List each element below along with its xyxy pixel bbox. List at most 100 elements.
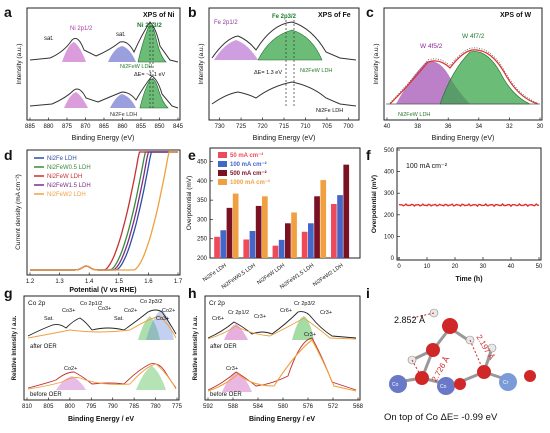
panel-c-x-ticks: 40 38 36 34 32 30: [384, 117, 544, 130]
panel-h: Cr 2p after OER before OER Cr6+ Cr 2p1/2…: [193, 295, 364, 423]
panel-h-ylabel: Relative Intensity / a.u.: [193, 315, 199, 380]
panel-a-xtick-label-8: 845: [173, 124, 184, 130]
panel-c-ylabel: Intensity (a.u.): [373, 43, 380, 84]
panel-e-legend-label-3: 1000 mA cm⁻²: [230, 179, 270, 186]
panel-d-xtick-label-1: 1.3: [55, 279, 64, 285]
panel-e-legend-swatch-1: [218, 161, 227, 167]
panel-i-atom-o-3: [454, 378, 466, 390]
panel-h-before-data: [207, 337, 357, 391]
panel-e-bar-2-3: [291, 212, 297, 258]
panel-letter-f: f: [366, 147, 371, 163]
panel-a-xtick-label-6: 855: [136, 124, 147, 130]
panel-f-frame: [396, 147, 542, 261]
panel-g-before-data: [27, 363, 177, 389]
panel-b-series-nifew-fit-green: [257, 29, 323, 61]
panel-f-x-ticks: 0 10 20 30 40 50: [397, 257, 543, 270]
panel-a-xtick-label-1: 880: [43, 124, 54, 130]
panel-e-bar-3-0: [301, 231, 308, 258]
panel-f-xtick-label-2: 20: [452, 264, 459, 270]
panel-f-ytick-label-5: 500: [384, 148, 395, 154]
panel-h-ann-cr3b: Cr3+: [320, 310, 332, 316]
panel-e-ytick-label-0: 200: [197, 256, 208, 262]
panel-e-xtick-label-2: Ni2FeW LDH: [256, 263, 286, 287]
panel-h-ann-cr32: Cr 2p3/2: [294, 301, 315, 307]
panel-e-ylabel: Overpotential (mV): [186, 176, 193, 231]
panel-f-ylabel: Overpotential (mV): [371, 175, 378, 233]
panel-c-title: XPS of W: [500, 12, 532, 19]
panel-e-bar-4-2: [343, 164, 350, 258]
panel-e-legend-label-0: 50 mA cm⁻²: [230, 152, 263, 159]
panel-e-ytick-label-3: 350: [197, 198, 208, 204]
panel-letter-c: c: [366, 4, 374, 20]
panel-e-bar-4-1: [337, 195, 343, 258]
panel-g-xtick-label-0: 810: [22, 404, 33, 410]
panel-i-hbonds: [411, 312, 485, 379]
panel-g-ann-co2b: Co2+: [162, 308, 175, 314]
panel-e-ytick-label-4: 400: [197, 179, 208, 185]
panel-a-series-label-nifew: Ni2FeW LDH: [120, 64, 152, 70]
panel-g-xtick-label-5: 785: [129, 404, 140, 410]
panel-i-atom-o-2: [477, 365, 491, 379]
panel-b-xtick-label-6: 700: [343, 124, 354, 130]
panel-c: XPS of W W 4f5/2 W 4f7/2 Ni2FeW LDH 40 38…: [373, 7, 544, 142]
panel-a-ni12-label: Ni 2p1/2: [70, 26, 93, 32]
panel-a-series-nife-fit-green: [139, 78, 169, 109]
panel-a-title: XPS of Ni: [143, 12, 175, 19]
panel-f-note: 100 mA cm⁻²: [406, 163, 448, 170]
panel-e-bar-3-1: [308, 223, 314, 258]
panel-h-xtick-label-1: 588: [228, 404, 239, 410]
panel-c-frame: [383, 7, 543, 121]
panel-b-series-label-nife: Ni2Fe LDH: [316, 108, 343, 114]
panel-e-legend-swatch-0: [218, 152, 227, 158]
panel-f-ytick-label-4: 400: [384, 170, 395, 176]
panel-h-xtick-label-4: 576: [303, 404, 314, 410]
panel-g-ann-co32: Co 2p3/2: [140, 299, 162, 305]
panel-h-xtick-label-2: 584: [253, 404, 264, 410]
panel-a-sat1-label: sat.: [44, 36, 54, 42]
panel-g-ylabel: Relative Intensity / a.u.: [12, 315, 18, 380]
panel-e-bar-1-3: [262, 196, 268, 258]
panel-h-xtick-label-6: 568: [353, 404, 364, 410]
panel-h-xtick-label-5: 572: [328, 404, 339, 410]
panel-i-atom-o-mid: [426, 343, 440, 357]
panel-d-xtick-label-5: 1.7: [174, 279, 183, 285]
panel-g-xtick-label-2: 800: [65, 404, 76, 410]
panel-a-curves: [29, 21, 179, 109]
panel-h-title: Cr 2p: [209, 300, 225, 307]
panel-f-xtick-label-1: 10: [424, 264, 431, 270]
panel-h-ann-cr12: Cr 2p1/2: [228, 310, 249, 316]
panel-h-after-fit-pink: [224, 324, 248, 340]
panel-g-ann-sat1: Sat.: [44, 316, 54, 322]
panel-a-ylabel: Intensity (a.u.): [16, 43, 23, 84]
panel-g-after-data: [27, 309, 177, 337]
panel-i-atom-o-top: [442, 318, 458, 334]
panel-e-legend-swatch-2: [218, 170, 227, 176]
panel-c-xtick-label-5: 30: [537, 124, 544, 130]
panel-d-legend: Ni2Fe LDH Ni2FeW0.5 LDH Ni2FeW LDH Ni2FeW1.…: [34, 156, 91, 198]
panel-d-x-ticks: 1.2 1.3 1.4 1.5 1.6 1.7: [26, 272, 183, 285]
panel-f-ytick-label-0: 0: [391, 256, 395, 262]
panel-b-title: XPS of Fe: [318, 12, 351, 19]
panel-a-xtick-label-7: 850: [154, 124, 165, 130]
panel-h-before-fit-orange: [207, 339, 357, 392]
panel-a-xlabel: Binding Energy (eV): [72, 135, 135, 142]
panel-a-series-nife-fit-pink: [64, 92, 88, 108]
panel-a-series-nifew-fit-sat: [108, 46, 136, 62]
panel-c-xtick-label-1: 38: [414, 124, 421, 130]
panel-e-ytick-label-1: 250: [197, 237, 208, 243]
panel-a-series-nife-data: [29, 75, 179, 109]
panel-g-before-fit-purple: [56, 376, 86, 390]
panel-c-series-label: Ni2FeW LDH: [398, 112, 430, 118]
panel-g-xtick-label-3: 795: [86, 404, 97, 410]
panel-g-after-fit-orange: [27, 315, 177, 339]
panel-h-before-fit-pink: [222, 372, 252, 392]
panel-g-before-fit-orange: [27, 363, 177, 390]
panel-e-y-ticks: 200 250 300 350 400 450: [197, 160, 213, 262]
panel-h-xtick-label-0: 592: [203, 404, 214, 410]
panel-g-ann-sat2: Sat.: [114, 316, 124, 322]
panel-h-ann-cr6b: Cr6+: [280, 308, 292, 314]
panel-a-ni32-label: Ni 2p3/2: [137, 22, 162, 29]
panel-e-bar-3-3: [320, 180, 327, 258]
panel-g: Co 2p after OER before OER Sat. Co3+ Co …: [12, 295, 183, 423]
